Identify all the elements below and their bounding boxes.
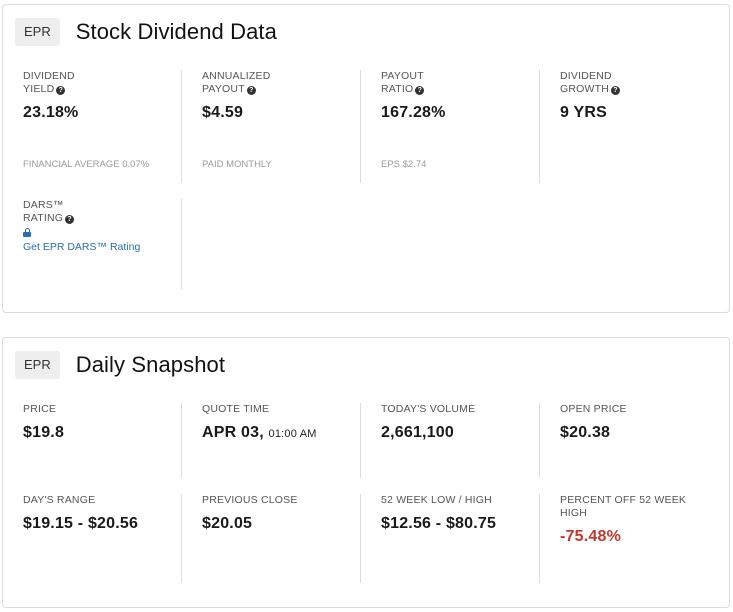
stat-previous-close: PREVIOUS CLOSE $20.05 [182,494,361,583]
metric-label-line1: PAYOUT [381,70,424,82]
stat-value: -75.48% [560,528,621,545]
metric-value: $4.59 [202,104,244,121]
daily-snapshot-card: EPR Daily Snapshot PRICE $19.8 QUOTE TIM… [2,337,730,608]
stat-52-week-range: 52 WEEK LOW / HIGH $12.56 - $80.75 [361,494,540,583]
help-icon[interactable]: ? [246,86,256,95]
dividend-card-header: EPR Stock Dividend Data [15,17,277,46]
help-icon[interactable]: ? [56,86,66,95]
stat-label: PERCENT OFF 52 WEEK HIGH [560,494,687,519]
stat-todays-volume: TODAY'S VOLUME 2,661,100 [361,403,540,478]
metric-value: 23.18% [23,104,79,121]
card-title: Daily Snapshot [75,351,226,377]
metric-value: 9 YRS [560,104,607,121]
metric-annualized-payout: ANNUALIZED PAYOUT? $4.59 PAID MONTHLY [182,70,361,183]
ticker-badge: EPR [15,350,60,379]
metric-dividend-growth: DIVIDEND GROWTH? 9 YRS [540,70,719,183]
metric-subtext: FINANCIAL AVERAGE 0.07% [23,159,150,170]
dividend-data-card: EPR Stock Dividend Data DIVIDEND YIELD? … [2,4,730,313]
stat-value: $19.15 - $20.56 [23,515,139,532]
metric-label: DIVIDEND GROWTH? [560,70,719,96]
stat-label: TODAY'S VOLUME [381,403,476,415]
metric-label-line2: PAYOUT [202,83,245,95]
stat-quote-time: QUOTE TIME APR 03, 01:00 AM [182,403,361,478]
stat-label: PRICE [23,403,57,415]
stat-price: PRICE $19.8 [3,403,182,478]
help-icon[interactable]: ? [415,86,425,95]
quote-date: APR 03, [202,424,264,441]
metric-payout-ratio: PAYOUT RATIO? 167.28% EPS $2.74 [361,70,540,183]
stat-open-price: OPEN PRICE $20.38 [540,403,719,478]
metric-label: ANNUALIZED PAYOUT? [202,70,360,96]
stat-label: PREVIOUS CLOSE [202,494,298,506]
metric-dividend-yield: DIVIDEND YIELD? 23.18% FINANCIAL AVERAGE… [3,70,182,183]
metric-label-line2: RATIO [381,83,414,95]
stat-value: 2,661,100 [381,424,454,441]
metric-label-line1: ANNUALIZED [202,70,271,82]
dars-rating: DARS™ RATING? Get EPR DARS™ Rating [3,199,182,289]
dars-label: DARS™ RATING? [23,199,181,225]
stat-value: $19.8 [23,424,65,441]
metric-label-line1: DIVIDEND [23,70,75,82]
dars-label-line2: RATING [23,212,64,224]
divider [539,494,540,583]
metric-label-line2: YIELD [23,83,55,95]
stat-days-range: DAY'S RANGE $19.15 - $20.56 [3,494,182,583]
metric-label: DIVIDEND YIELD? [23,70,181,96]
metric-label: PAYOUT RATIO? [381,70,539,96]
stat-label: 52 WEEK LOW / HIGH [381,494,492,506]
divider [539,403,540,478]
lock-icon [23,228,31,237]
metric-subtext: EPS $2.74 [381,159,427,170]
stat-label: OPEN PRICE [560,403,627,415]
stat-label: QUOTE TIME [202,403,270,415]
help-icon[interactable]: ? [611,86,621,95]
stat-value: APR 03, 01:00 AM [202,424,360,442]
quote-time-small: 01:00 AM [268,428,317,440]
metric-value: 167.28% [381,104,446,121]
stat-percent-off-52-week-high: PERCENT OFF 52 WEEK HIGH -75.48% [540,494,690,583]
help-icon[interactable]: ? [65,215,75,224]
snapshot-card-header: EPR Daily Snapshot [15,350,225,379]
metric-label-line1: DIVIDEND [560,70,612,82]
ticker-badge: EPR [15,17,60,46]
divider [539,70,540,183]
metric-subtext: PAID MONTHLY [202,159,272,170]
metric-label-line2: GROWTH [560,83,610,95]
stat-label: DAY'S RANGE [23,494,96,506]
dars-label-line1: DARS™ [23,199,64,211]
get-dars-rating-link[interactable]: Get EPR DARS™ Rating [23,241,141,253]
stat-value: $12.56 - $80.75 [381,515,497,532]
stat-value: $20.38 [560,424,611,441]
card-title: Stock Dividend Data [75,18,277,44]
stat-value: $20.05 [202,515,253,532]
